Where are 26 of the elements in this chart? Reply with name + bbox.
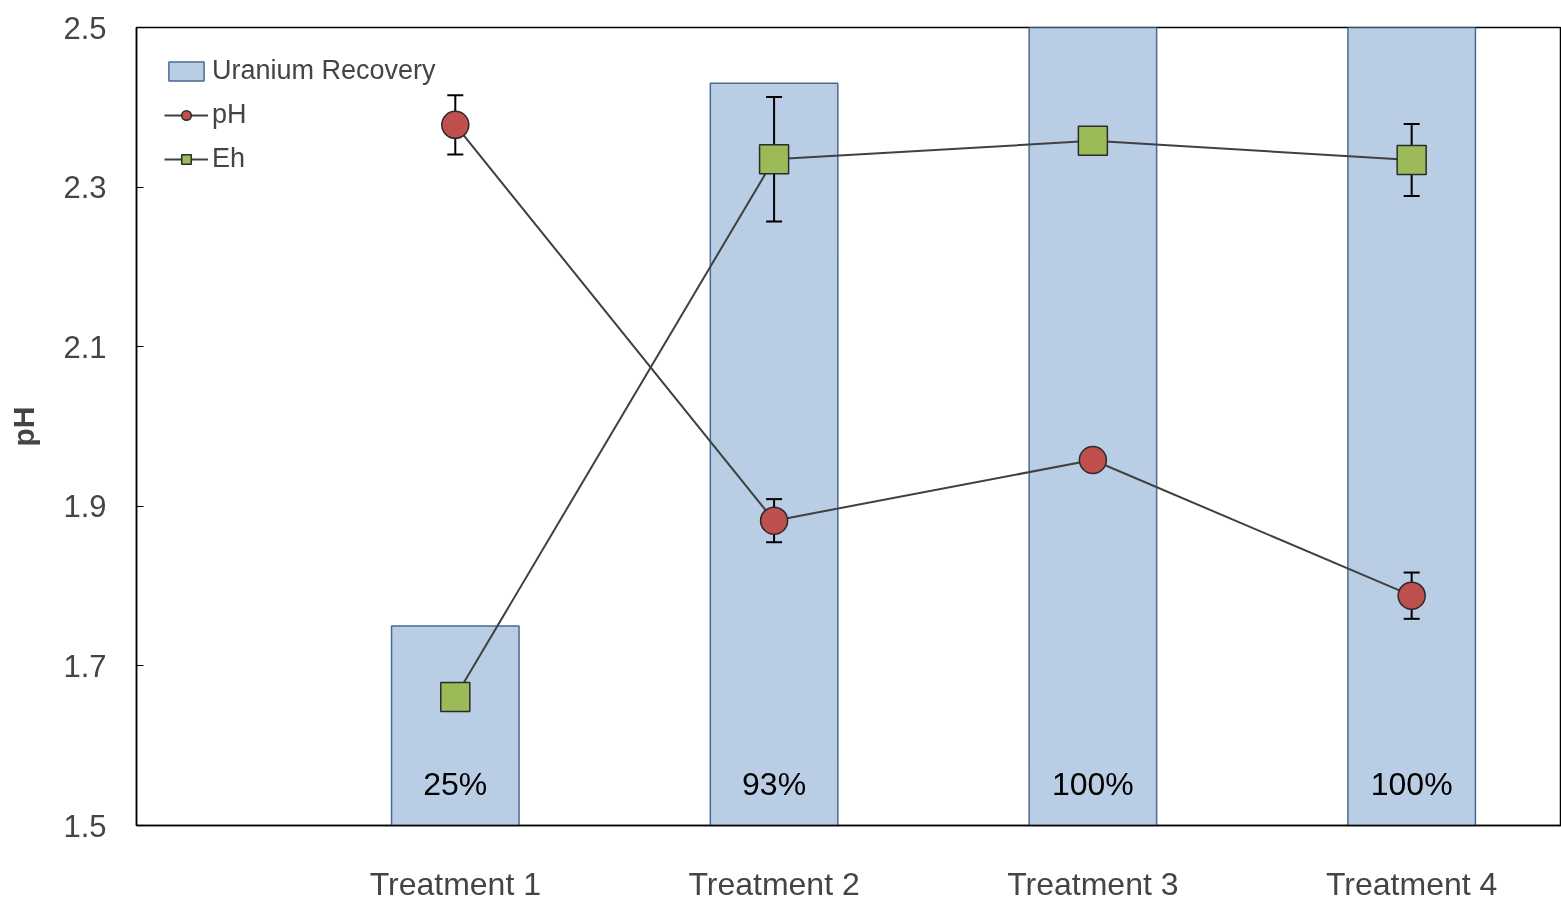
point xyxy=(758,143,790,175)
y-axis-title: pH xyxy=(7,406,41,447)
point xyxy=(441,110,470,140)
data-label: 93% xyxy=(742,765,807,802)
y-tick-label: 1.5 xyxy=(63,808,107,844)
y-tick-label: 1.7 xyxy=(63,648,107,684)
y-tick-label: 2.3 xyxy=(63,170,107,206)
data-label: 100% xyxy=(1051,765,1134,802)
y-tick-label: 2.5 xyxy=(63,10,107,46)
legend-label: Uranium Recovery xyxy=(212,55,436,86)
point xyxy=(1397,581,1426,610)
data-label: 25% xyxy=(423,765,488,802)
point xyxy=(1396,144,1427,176)
y-tick-label: 1.9 xyxy=(63,489,107,525)
data-label: 100% xyxy=(1370,765,1453,802)
point xyxy=(759,506,789,535)
point xyxy=(1078,445,1108,475)
x-tick-label: Treatment 2 xyxy=(688,865,860,902)
y-tick-label: 2.1 xyxy=(63,329,107,365)
legend-label: Eh xyxy=(212,143,246,174)
x-tick-label: Treatment 1 xyxy=(369,865,541,902)
x-tick-label: Treatment 3 xyxy=(1007,865,1179,902)
point xyxy=(1077,125,1109,157)
point xyxy=(440,681,471,713)
x-tick-label: Treatment 4 xyxy=(1326,865,1498,902)
legend-label: pH xyxy=(212,99,247,130)
